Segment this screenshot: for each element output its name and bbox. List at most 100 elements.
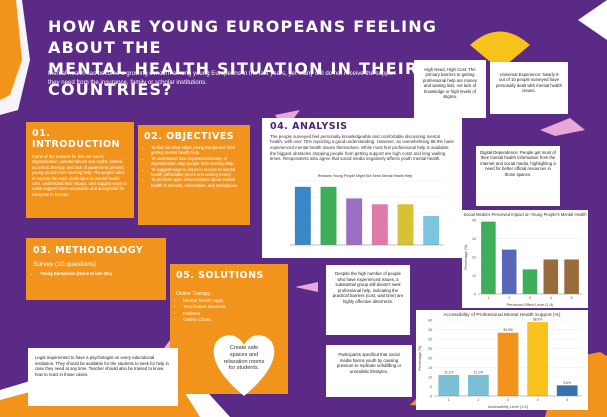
note-participants-text: Participants specified that social media… <box>336 352 402 374</box>
y-tick-label: 34 <box>472 237 476 241</box>
x-tick-label: 1 <box>487 296 489 300</box>
solutions-label: Online Therapy : <box>176 291 213 297</box>
y-tick-label: 20 <box>428 357 432 361</box>
analysis-section: 04. ANALYSIS The people surveyed feel pe… <box>262 118 462 258</box>
accessibility-chart-card: Accessibility of Professional Mental Hea… <box>416 310 588 410</box>
x-tick-label: 4 <box>550 296 552 300</box>
chart-bar <box>522 269 538 294</box>
x-tick-label: 2 <box>477 398 479 402</box>
methodology-survey: Survey (10 questions) <box>33 261 97 268</box>
y-tick-label: 45 <box>472 219 476 223</box>
introduction-heading: 01. INTRODUCTION <box>32 128 120 150</box>
title-line-1: HOW ARE YOUNG EUROPEANS FEELING ABOUT TH… <box>48 17 438 57</box>
y-axis-label: Percentage (%) <box>464 245 468 270</box>
chart-bar <box>497 332 519 396</box>
methodology-heading: 03. METHODOLOGY <box>33 245 144 256</box>
page-title: HOW ARE YOUNG EUROPEANS FEELING ABOUT TH… <box>48 16 468 100</box>
objective-item: To suggest ways to improve access to men… <box>151 167 244 178</box>
data-label: 33.3% <box>503 328 513 332</box>
y-tick-label: 40 <box>428 319 432 323</box>
x-axis-label: Accessibility Level (1-5) <box>488 405 529 409</box>
objectives-heading: 02. OBJECTIVES <box>144 131 235 142</box>
data-label: 11.1% <box>474 370 483 374</box>
methodology-list: Young Europeans (teens to late 20s) <box>33 271 159 276</box>
note-universal-text: Universal Experience: Nearly 9 out of 10… <box>496 72 562 94</box>
solutions-item: Text-based services <box>183 305 282 311</box>
heart-shape <box>213 335 275 396</box>
chart-bar <box>371 204 388 245</box>
chart-bar <box>564 259 579 294</box>
social-media-chart-card: Social Media's Perceived Impact on Young… <box>462 210 588 308</box>
introduction-section: 01. INTRODUCTION Some of the reasons for… <box>26 122 134 218</box>
x-tick-label: 4 <box>537 398 539 402</box>
solutions-heading: 05. SOLUTIONS <box>176 270 264 281</box>
data-label: 11.1% <box>444 370 453 374</box>
chart-bar <box>556 385 578 396</box>
safe-spaces-text: Create safe spaces and relaxation rooms … <box>223 345 265 372</box>
analysis-heading: 04. ANALYSIS <box>270 121 348 132</box>
x-tick-label: 2 <box>508 296 510 300</box>
chart-bar <box>294 186 311 245</box>
objectives-section: 02. OBJECTIVES To find out what stops yo… <box>138 125 250 225</box>
y-tick-label: 30 <box>428 338 432 342</box>
chart-bar <box>423 215 440 245</box>
y-axis-label: Percentage (%) <box>418 346 422 371</box>
methodology-item: Young Europeans (teens to late 20s) <box>40 271 159 276</box>
y-tick-label: 11 <box>472 274 476 278</box>
objective-item: To promote open conversations about ment… <box>151 177 244 188</box>
solutions-item: Mental health apps <box>183 299 282 305</box>
note-high-need: High Need, High Cost: The primary barrie… <box>414 60 486 118</box>
note-participants: Participants specified that social media… <box>326 345 412 397</box>
chart-bar <box>320 186 337 245</box>
objectives-list: To find out what stops young Europeans f… <box>144 145 244 188</box>
chart-title: Reasons Young People Might Not Seek Ment… <box>318 174 413 178</box>
social-media-chart: Social Media's Perceived Impact on Young… <box>463 212 587 307</box>
chart-bar <box>543 259 559 294</box>
solutions-item: Hotlines <box>183 312 282 318</box>
y-tick-label: 5 <box>430 385 432 389</box>
y-tick-label: 15 <box>428 366 432 370</box>
y-tick-label: 25 <box>428 347 432 351</box>
x-tick-label: 3 <box>529 296 531 300</box>
chart-bar <box>468 374 489 396</box>
title-line-2: MENTAL HEALTH SITUATION IN THEIR COUNTRI… <box>48 59 419 99</box>
y-tick-label: 0 <box>474 293 476 297</box>
chart-title: Social Media's Perceived Impact on Young… <box>463 212 587 217</box>
y-tick-label: 23 <box>472 256 476 260</box>
data-label: 5.6% <box>563 381 571 385</box>
methodology-section: 03. METHODOLOGY Survey (10 questions) Yo… <box>26 238 166 300</box>
x-tick-label: 1 <box>448 398 450 402</box>
note-digital-text: Digital Dependence: People get most of t… <box>480 150 556 177</box>
intro-paragraph: Mental health has become a growing conce… <box>48 70 396 86</box>
introduction-text: Some of the reasons for this are social … <box>32 154 127 197</box>
chart-bar <box>481 221 496 294</box>
solutions-list: Mental health apps Text-based services H… <box>176 299 282 325</box>
data-label: 38.9% <box>533 318 543 322</box>
x-axis-label: Perceived Effect Level (1-5) <box>507 303 555 307</box>
x-tick-label: 3 <box>507 398 509 402</box>
chart-bar <box>438 374 460 396</box>
analysis-text: The people surveyed feel personally know… <box>270 133 454 162</box>
chart-bar <box>397 204 414 245</box>
objective-item: To find out what stops young Europeans f… <box>151 145 244 156</box>
y-tick-label: 0 <box>430 395 432 399</box>
x-tick-label: 5 <box>571 296 573 300</box>
objective-item: To understand how depression/anxiety or … <box>151 156 244 167</box>
chart-bar <box>501 249 517 294</box>
chart-bar <box>527 322 548 396</box>
reasons-chart: Reasons Young People Might Not Seek Ment… <box>290 174 444 246</box>
x-tick-label: 5 <box>566 398 568 402</box>
note-high-need-text: High Need, High Cost: The primary barrie… <box>423 67 477 100</box>
note-despite: Despite the high number of people who ha… <box>326 265 410 335</box>
solutions-item: Online Chats <box>183 318 282 324</box>
note-universal: Universal Experience: Nearly 9 out of 10… <box>490 62 568 114</box>
accessibility-chart: Accessibility of Professional Mental Hea… <box>418 312 582 409</box>
chart-title: Accessibility of Professional Mental Hea… <box>443 312 560 318</box>
y-tick-label: 35 <box>428 328 432 332</box>
y-tick-label: 10 <box>428 376 432 380</box>
note-despite-text: Despite the high number of people who ha… <box>332 271 404 304</box>
note-legal: Legal requirement to have a psychologist… <box>28 348 178 406</box>
note-digital: Digital Dependence: People get most of t… <box>476 146 560 206</box>
note-legal-text: Legal requirement to have a psychologist… <box>35 355 169 377</box>
chart-bar <box>346 198 363 245</box>
